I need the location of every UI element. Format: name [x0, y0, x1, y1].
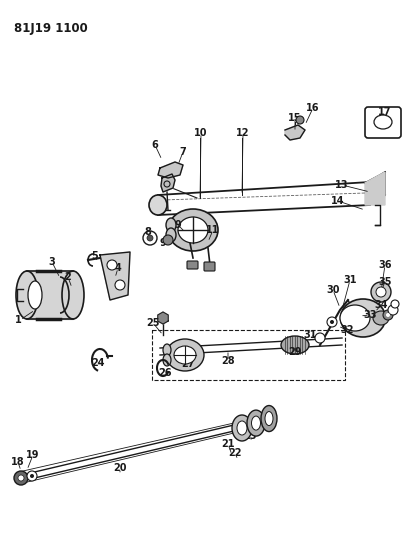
FancyBboxPatch shape — [187, 261, 198, 269]
Text: 28: 28 — [221, 356, 234, 366]
Text: 15: 15 — [288, 113, 301, 123]
Circle shape — [326, 317, 336, 327]
Text: 24: 24 — [91, 358, 104, 368]
Circle shape — [27, 471, 37, 481]
Text: 81J19 1100: 81J19 1100 — [14, 22, 87, 35]
Text: 8: 8 — [144, 227, 151, 237]
Circle shape — [107, 260, 117, 270]
Polygon shape — [158, 312, 168, 324]
Circle shape — [30, 474, 34, 478]
Polygon shape — [27, 271, 73, 319]
Text: 1: 1 — [15, 315, 21, 325]
Ellipse shape — [237, 421, 246, 435]
FancyBboxPatch shape — [364, 107, 400, 138]
Text: 23: 23 — [243, 431, 256, 441]
Text: 33: 33 — [362, 310, 376, 320]
Circle shape — [147, 235, 153, 241]
Text: 35: 35 — [377, 277, 391, 287]
Ellipse shape — [339, 305, 369, 331]
Ellipse shape — [162, 354, 171, 366]
Text: 4: 4 — [114, 263, 121, 273]
Ellipse shape — [168, 209, 217, 251]
Polygon shape — [364, 172, 384, 205]
Circle shape — [387, 305, 397, 315]
Text: 9: 9 — [159, 238, 166, 248]
Text: 32: 32 — [339, 325, 353, 335]
Circle shape — [115, 280, 125, 290]
Circle shape — [382, 310, 392, 320]
Circle shape — [370, 282, 390, 302]
Ellipse shape — [177, 217, 207, 243]
Text: 7: 7 — [179, 147, 186, 157]
Text: 10: 10 — [194, 128, 207, 138]
Ellipse shape — [340, 299, 385, 337]
Ellipse shape — [231, 415, 252, 441]
Text: 5: 5 — [92, 251, 98, 261]
Text: 11: 11 — [206, 225, 219, 235]
Ellipse shape — [28, 281, 42, 309]
Circle shape — [18, 475, 24, 481]
Text: 29: 29 — [288, 347, 301, 357]
Ellipse shape — [62, 271, 84, 319]
Text: 27: 27 — [181, 359, 194, 369]
Circle shape — [143, 231, 157, 245]
Text: 17: 17 — [377, 107, 391, 117]
FancyBboxPatch shape — [203, 262, 215, 271]
Ellipse shape — [16, 271, 38, 319]
Text: 20: 20 — [113, 463, 126, 473]
Circle shape — [295, 116, 303, 124]
Text: 34: 34 — [373, 300, 387, 310]
Ellipse shape — [246, 410, 264, 436]
Circle shape — [375, 287, 385, 297]
Text: 13: 13 — [335, 180, 348, 190]
Text: 26: 26 — [158, 368, 171, 378]
Text: 16: 16 — [305, 103, 319, 113]
Text: 31: 31 — [342, 275, 356, 285]
Ellipse shape — [280, 336, 308, 354]
Ellipse shape — [166, 218, 175, 232]
Ellipse shape — [264, 411, 272, 425]
Text: 2: 2 — [64, 272, 71, 282]
Ellipse shape — [166, 339, 203, 371]
Text: 6: 6 — [151, 140, 158, 150]
Ellipse shape — [149, 195, 166, 215]
Circle shape — [390, 300, 398, 308]
Polygon shape — [100, 252, 130, 300]
Text: 31: 31 — [303, 330, 316, 340]
Ellipse shape — [372, 311, 388, 325]
Ellipse shape — [260, 406, 276, 432]
Circle shape — [385, 313, 389, 317]
Text: 12: 12 — [236, 128, 249, 138]
Text: 9: 9 — [174, 220, 181, 230]
Ellipse shape — [251, 416, 260, 430]
Text: 25: 25 — [146, 318, 159, 328]
Circle shape — [162, 235, 173, 245]
Circle shape — [329, 320, 333, 324]
Polygon shape — [158, 162, 183, 178]
Text: 19: 19 — [26, 450, 40, 460]
Text: 18: 18 — [11, 457, 25, 467]
Text: 22: 22 — [228, 448, 241, 458]
Ellipse shape — [373, 115, 391, 129]
Text: 36: 36 — [377, 260, 391, 270]
Circle shape — [314, 333, 324, 343]
Text: 14: 14 — [330, 196, 344, 206]
Circle shape — [14, 471, 28, 485]
Ellipse shape — [162, 344, 171, 356]
Polygon shape — [161, 174, 175, 192]
Ellipse shape — [174, 346, 196, 364]
Text: 30: 30 — [326, 285, 339, 295]
Polygon shape — [284, 125, 304, 140]
Text: 3: 3 — [49, 257, 55, 267]
Ellipse shape — [166, 228, 175, 242]
Text: 21: 21 — [221, 439, 234, 449]
